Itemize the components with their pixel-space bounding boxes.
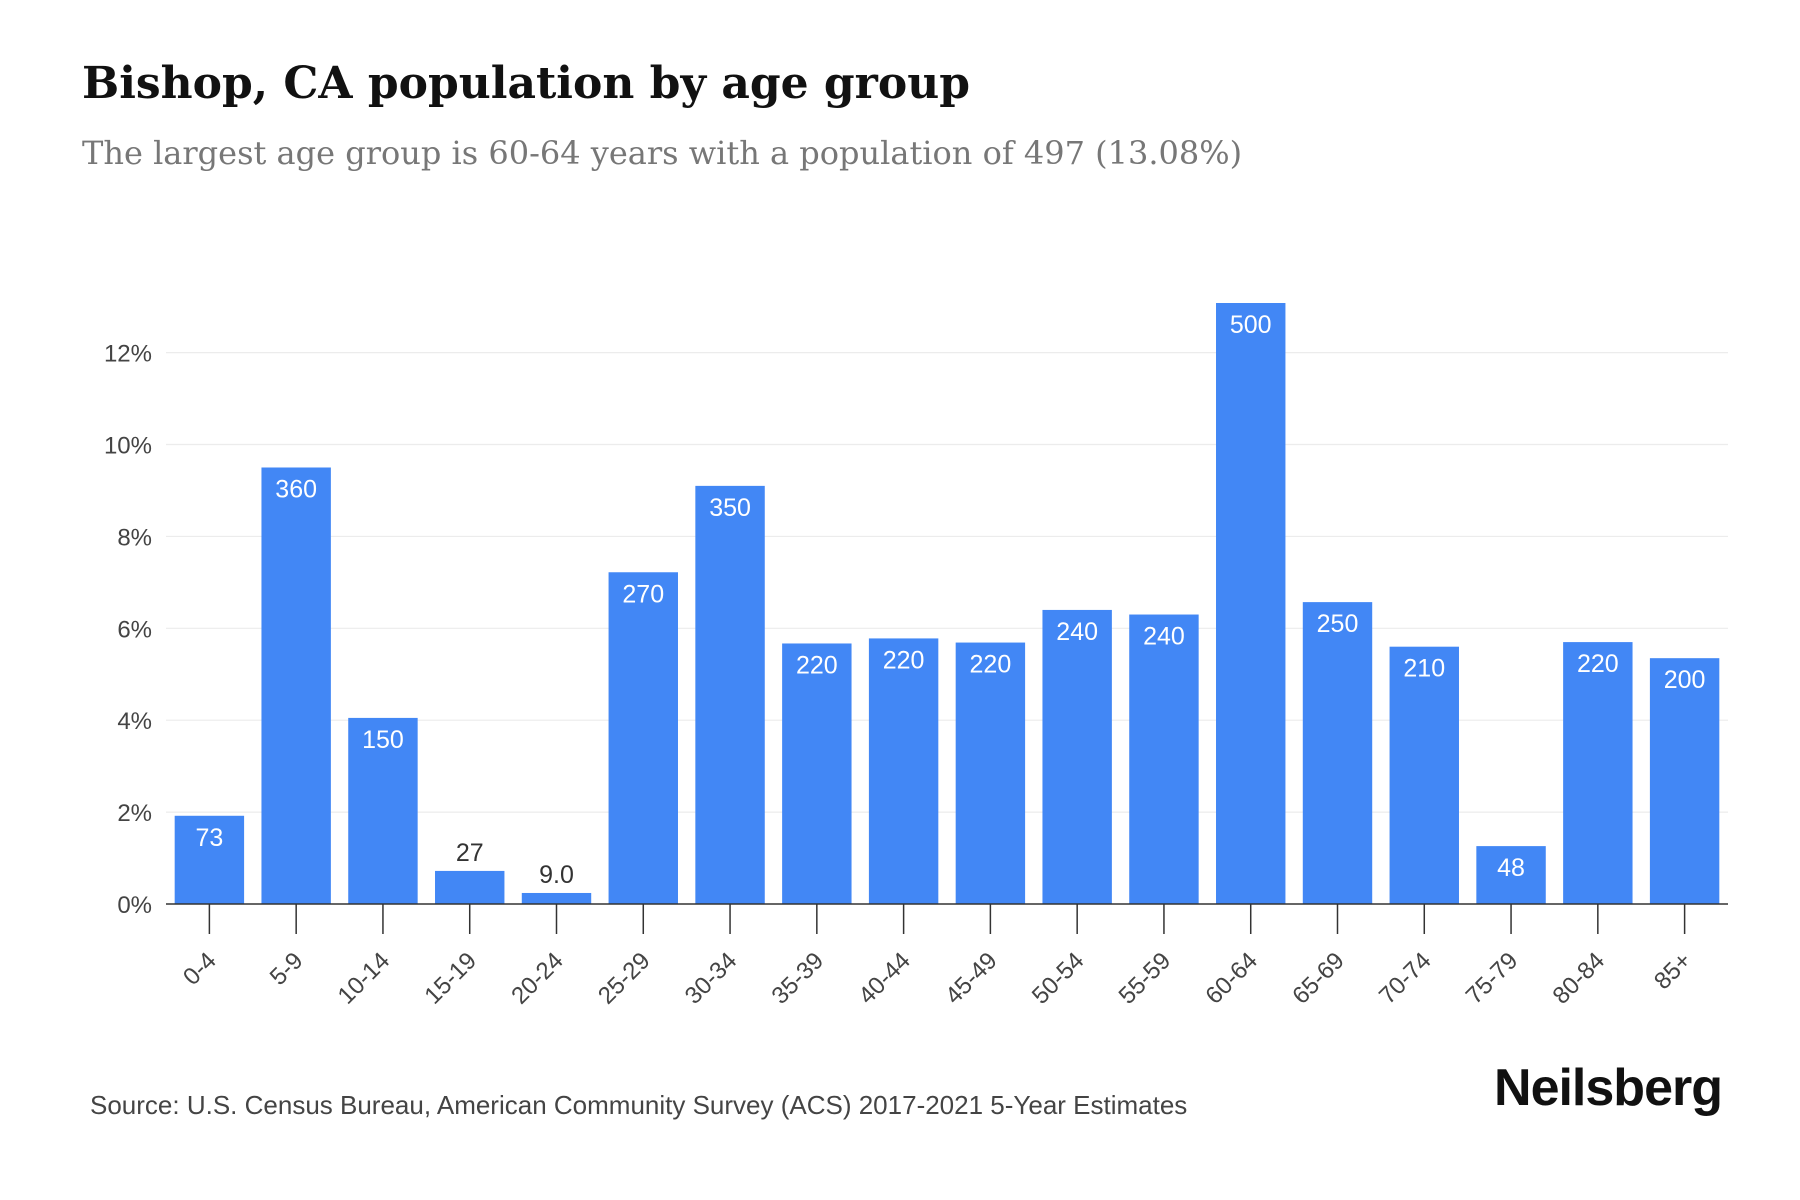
x-tick-label: 60-64 bbox=[1200, 947, 1263, 1010]
data-label: 9.0 bbox=[539, 861, 574, 889]
x-axis: 0-4 5-9 10-14 15-19 20-24 25-29 30-34 35-39 40-4… bbox=[166, 903, 1728, 1010]
y-tick-label: 0% bbox=[117, 892, 152, 919]
x-tick-label: 0-4 bbox=[178, 947, 222, 991]
chart-subtitle: The largest age group is 60-64 years wit… bbox=[82, 134, 1243, 172]
brand-logo: Neilsberg bbox=[1494, 1059, 1723, 1117]
bar bbox=[521, 892, 592, 904]
x-tick-label: 35-39 bbox=[767, 947, 830, 1010]
data-label: 240 bbox=[1056, 618, 1098, 646]
data-label: 220 bbox=[883, 646, 925, 674]
x-tick-label: 10-14 bbox=[333, 947, 396, 1010]
bar bbox=[1649, 658, 1720, 904]
y-tick-label: 6% bbox=[117, 616, 152, 643]
data-label: 220 bbox=[970, 651, 1012, 679]
y-tick-label: 4% bbox=[117, 708, 152, 735]
y-tick-label: 2% bbox=[117, 800, 152, 827]
data-label: 48 bbox=[1497, 854, 1525, 882]
data-label: 200 bbox=[1664, 666, 1706, 694]
x-tick-label: 65-69 bbox=[1287, 947, 1350, 1010]
bar bbox=[435, 870, 505, 904]
data-label: 360 bbox=[275, 475, 317, 503]
x-tick-label: 80-84 bbox=[1548, 947, 1611, 1010]
bar bbox=[1129, 614, 1199, 904]
x-tick-label: 70-74 bbox=[1374, 947, 1437, 1010]
chart-title: Bishop, CA population by age group bbox=[82, 58, 970, 109]
source-note: Source: U.S. Census Bureau, American Com… bbox=[90, 1090, 1188, 1120]
x-tick-label: 5-9 bbox=[265, 947, 309, 991]
y-tick-label: 12% bbox=[104, 341, 152, 368]
x-tick-label: 45-49 bbox=[940, 947, 1003, 1010]
x-tick-label: 20-24 bbox=[506, 947, 569, 1010]
x-tick-label: 75-79 bbox=[1461, 947, 1524, 1010]
x-tick-label: 55-59 bbox=[1114, 947, 1177, 1010]
data-label: 350 bbox=[709, 494, 751, 522]
data-label: 220 bbox=[796, 651, 838, 679]
x-tick-label: 30-34 bbox=[680, 947, 743, 1010]
gridlines: 0% 2% 4% 6% 8% 10% 12% bbox=[104, 341, 1728, 919]
x-tick-label: 15-19 bbox=[419, 947, 482, 1010]
bar bbox=[174, 815, 245, 904]
data-label: 73 bbox=[195, 824, 223, 852]
bar bbox=[608, 572, 678, 904]
x-tick-label: 85+ bbox=[1649, 947, 1697, 995]
bar bbox=[782, 643, 852, 904]
bar bbox=[955, 642, 1026, 904]
x-tick-label: 50-54 bbox=[1027, 947, 1090, 1010]
data-label: 220 bbox=[1577, 650, 1619, 678]
bar bbox=[868, 638, 939, 904]
data-label: 27 bbox=[456, 839, 484, 867]
y-tick-label: 10% bbox=[104, 433, 152, 460]
data-label: 240 bbox=[1143, 623, 1185, 651]
bar bbox=[695, 485, 765, 904]
y-tick-label: 8% bbox=[117, 524, 152, 551]
data-label: 210 bbox=[1403, 655, 1445, 683]
data-label: 500 bbox=[1230, 311, 1272, 339]
bar bbox=[261, 467, 331, 904]
data-label: 250 bbox=[1317, 610, 1359, 638]
x-tick-label: 25-29 bbox=[593, 947, 656, 1010]
bar bbox=[1476, 846, 1546, 904]
bar bbox=[348, 717, 418, 904]
bar bbox=[1216, 303, 1286, 904]
bar bbox=[1042, 609, 1112, 904]
bars: 73 360 150 27 9.0 270 350 220 220 220 240 240 500 250… bbox=[174, 303, 1720, 904]
bar bbox=[1302, 602, 1373, 904]
bar bbox=[1389, 646, 1459, 904]
x-tick-label: 40-44 bbox=[853, 947, 916, 1010]
bar bbox=[1563, 642, 1633, 904]
data-label: 150 bbox=[362, 726, 404, 754]
data-label: 270 bbox=[622, 580, 664, 608]
